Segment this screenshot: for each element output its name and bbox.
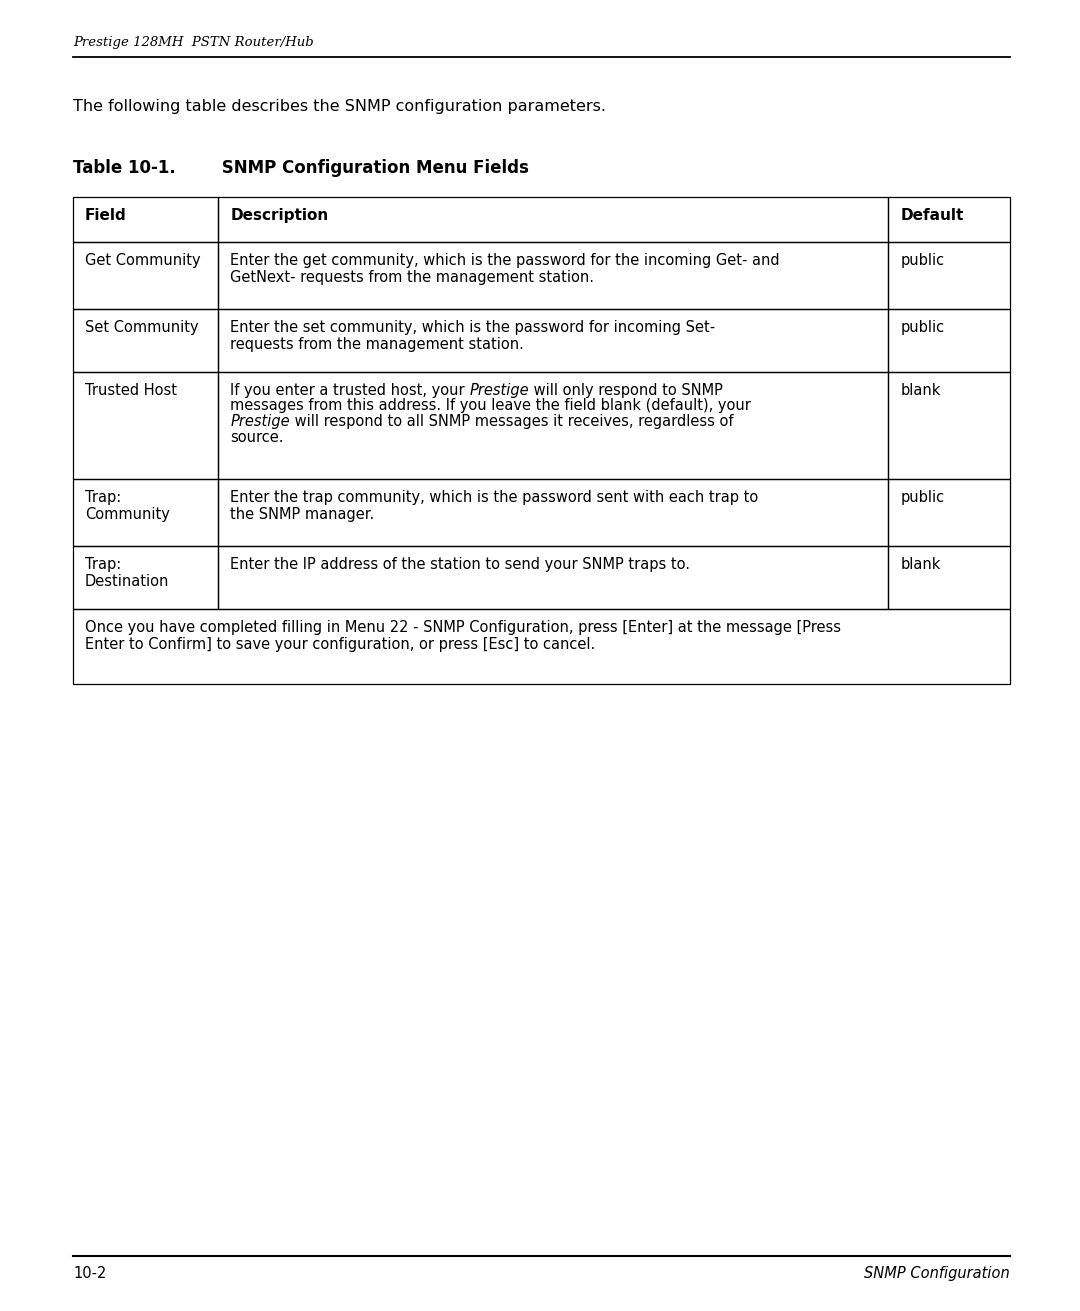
Bar	[888, 545, 1010, 608]
Text: Table 10-1.        SNMP Configuration Menu Fields: Table 10-1. SNMP Configuration Menu Fiel…	[73, 159, 529, 177]
Text: Prestige 128MH  PSTN Router/Hub: Prestige 128MH PSTN Router/Hub	[73, 35, 314, 49]
Bar	[218, 241, 888, 308]
Bar	[888, 197, 1010, 241]
Text: If you enter a trusted host, your: If you enter a trusted host, your	[230, 383, 470, 397]
Bar	[218, 308, 888, 371]
Text: Field: Field	[85, 208, 126, 223]
Text: blank: blank	[901, 556, 941, 572]
Bar	[73, 479, 218, 545]
Text: will respond to all SNMP messages it receives, regardless of: will respond to all SNMP messages it rec…	[289, 414, 733, 429]
Text: Trusted Host: Trusted Host	[85, 383, 177, 397]
Text: 10-2: 10-2	[73, 1266, 106, 1281]
Bar	[73, 241, 218, 308]
Text: Enter the IP address of the station to send your SNMP traps to.: Enter the IP address of the station to s…	[230, 556, 690, 572]
Text: Enter the set community, which is the password for incoming Set-
requests from t: Enter the set community, which is the pa…	[230, 320, 715, 351]
Bar	[73, 197, 218, 241]
Text: public: public	[901, 253, 944, 267]
Bar	[888, 371, 1010, 479]
Text: Prestige: Prestige	[470, 383, 529, 397]
Bar	[73, 545, 218, 608]
Text: Enter the trap community, which is the password sent with each trap to
the SNMP : Enter the trap community, which is the p…	[230, 489, 758, 522]
Text: Set Community: Set Community	[85, 320, 199, 334]
Bar	[888, 479, 1010, 545]
Text: Trap:
Community: Trap: Community	[85, 489, 170, 522]
Text: will only respond to SNMP: will only respond to SNMP	[529, 383, 723, 397]
Text: Enter the get community, which is the password for the incoming Get- and
GetNext: Enter the get community, which is the pa…	[230, 253, 780, 284]
Bar	[888, 241, 1010, 308]
Bar	[218, 197, 888, 241]
Bar	[218, 479, 888, 545]
Text: source.: source.	[230, 430, 284, 444]
Bar	[73, 308, 218, 371]
Bar	[218, 545, 888, 608]
Text: Trap:
Destination: Trap: Destination	[85, 556, 170, 589]
Text: Default: Default	[901, 208, 963, 223]
Text: public: public	[901, 320, 944, 334]
Bar	[73, 371, 218, 479]
Text: The following table describes the SNMP configuration parameters.: The following table describes the SNMP c…	[73, 100, 606, 114]
Text: Get Community: Get Community	[85, 253, 201, 267]
Text: blank: blank	[901, 383, 941, 397]
Text: Once you have completed filling in Menu 22 - SNMP Configuration, press [Enter] a: Once you have completed filling in Menu …	[85, 620, 841, 652]
Text: Prestige: Prestige	[230, 414, 289, 429]
Text: messages from this address. If you leave the field blank (default), your: messages from this address. If you leave…	[230, 399, 751, 413]
Bar	[888, 308, 1010, 371]
Text: Description: Description	[230, 208, 328, 223]
Text: SNMP Configuration: SNMP Configuration	[864, 1266, 1010, 1281]
Text: public: public	[901, 489, 944, 505]
Bar	[218, 371, 888, 479]
Bar	[73, 608, 1010, 683]
